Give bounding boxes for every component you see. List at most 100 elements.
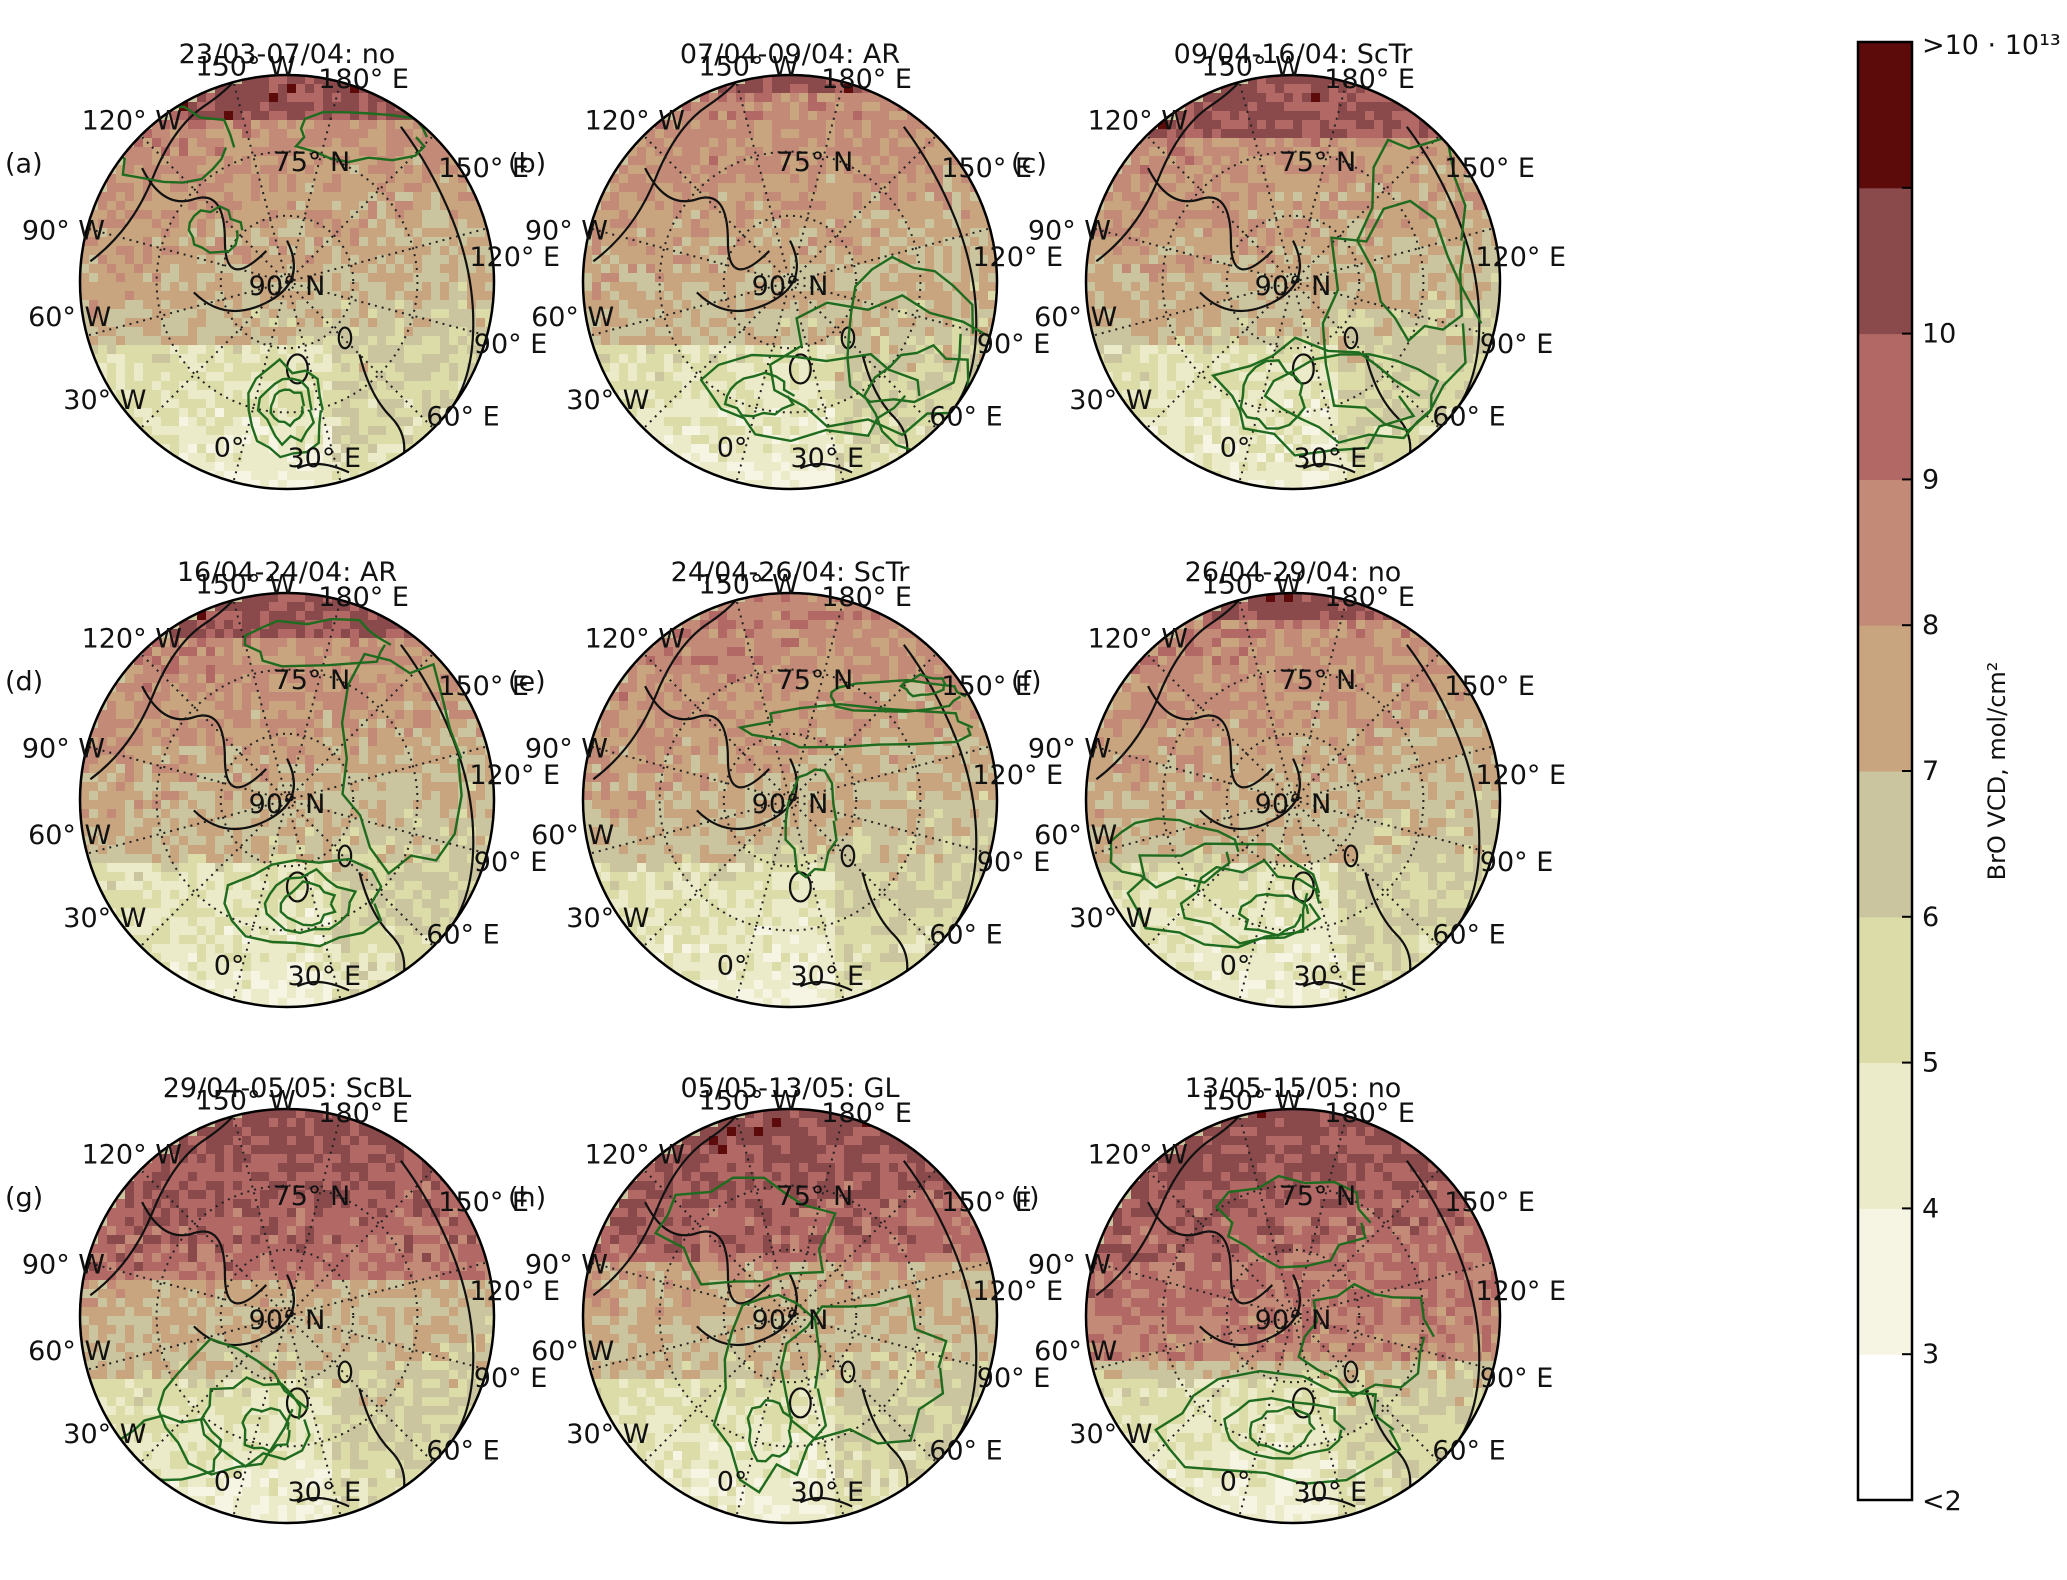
lon-label-120w: 120° W [82,106,182,137]
colorbar-tick-label: 10 [1922,319,1956,350]
pole-label: 90° N [249,1305,326,1336]
lon-label-120w: 120° W [82,624,182,655]
lon-label-0: 0° [214,433,245,464]
lon-label-60w: 60° W [531,302,614,333]
lon-label-30w: 30° W [1069,903,1152,934]
lat-label-75n: 75° N [1280,665,1357,696]
lon-label-120e: 120° E [972,760,1063,791]
lat-label-75n: 75° N [274,665,351,696]
lon-label-0: 0° [717,951,748,982]
lon-label-30w: 30° W [566,385,649,416]
map-panel: 150° W 180° E 120° W 75° N 150° E 90° W 120° E… [508,39,1063,490]
lon-label-90e: 90° E [474,329,548,360]
colorbar-tick-label: 9 [1922,464,1939,495]
panel-title: 09/04-16/04: ScTr [1174,39,1414,70]
lon-label-120e: 120° E [1475,760,1566,791]
lon-label-30e: 30° E [1294,961,1368,992]
lon-label-30e: 30° E [791,443,865,474]
lon-label-120e: 120° E [469,242,560,273]
pole-label: 90° N [752,271,829,302]
panel-letter: (b) [508,148,546,179]
colorbar-tick-label: 6 [1922,902,1939,933]
lon-label-90e: 90° E [1480,847,1554,878]
colorbar-tick-label: 8 [1922,610,1939,641]
lon-label-120w: 120° W [1088,624,1188,655]
lon-label-60e: 60° E [426,1436,500,1467]
lon-label-30w: 30° W [566,1419,649,1450]
lat-label-75n: 75° N [777,147,854,178]
lon-label-90e: 90° E [1480,329,1554,360]
colorbar-axis-label: BrO VCD, mol/cm² [1983,662,2011,881]
lon-label-150e: 150° E [1444,671,1535,702]
lon-label-30w: 30° W [1069,385,1152,416]
lon-label-0: 0° [717,1467,748,1498]
colorbar-bin [1858,334,1912,480]
lon-label-90w: 90° W [1028,1249,1111,1280]
lon-label-90e: 90° E [474,1363,548,1394]
map-panel: 150° W 180° E 120° W 75° N 150° E 90° W 120° E… [5,39,560,490]
panel-letter: (f) [1011,666,1042,697]
lon-label-90e: 90° E [977,847,1051,878]
lon-label-90w: 90° W [525,733,608,764]
panel-letter: (a) [5,148,43,179]
lon-label-60w: 60° W [28,302,111,333]
lon-label-60w: 60° W [28,820,111,851]
pole-label: 90° N [1255,789,1332,820]
colorbar-bin [1858,1354,1912,1500]
lat-label-75n: 75° N [274,147,351,178]
colorbar-tick-label: 3 [1922,1339,1939,1370]
panel-title: 13/05-15/05: no [1185,1073,1402,1104]
lon-label-120w: 120° W [585,1140,685,1171]
panel-letter: (i) [1011,1182,1040,1213]
colorbar-tick-label: <2 [1922,1486,1962,1517]
panel-title: 07/04-09/04: AR [680,39,900,70]
lon-label-60w: 60° W [28,1336,111,1367]
lon-label-30e: 30° E [1294,443,1368,474]
map-panel: 150° W 180° E 120° W 75° N 150° E 90° W 120° E… [1011,557,1566,1008]
colorbar-tick-label: 4 [1922,1193,1939,1224]
pole-label: 90° N [752,1305,829,1336]
panel-letter: (g) [5,1182,43,1213]
panel-letter: (h) [508,1182,546,1213]
lon-label-60w: 60° W [1034,302,1117,333]
lon-label-30e: 30° E [288,1477,362,1508]
lon-label-120e: 120° E [469,1276,560,1307]
lat-label-75n: 75° N [1280,1181,1357,1212]
panel-title: 29/04-05/05: ScBL [163,1073,412,1104]
lon-label-120e: 120° E [972,1276,1063,1307]
lon-label-120w: 120° W [82,1140,182,1171]
lon-label-0: 0° [1220,951,1251,982]
lon-label-120e: 120° E [469,760,560,791]
lon-label-30e: 30° E [791,1477,865,1508]
panel-letter: (e) [508,666,546,697]
lon-label-60w: 60° W [1034,1336,1117,1367]
lon-label-30w: 30° W [63,903,146,934]
lon-label-90w: 90° W [525,215,608,246]
lon-label-0: 0° [717,433,748,464]
lon-label-120e: 120° E [1475,1276,1566,1307]
lon-label-60w: 60° W [1034,820,1117,851]
lon-label-30e: 30° E [1294,1477,1368,1508]
colorbar-tick-label: 5 [1922,1048,1939,1079]
lon-label-30w: 30° W [566,903,649,934]
map-panel: 150° W 180° E 120° W 75° N 150° E 90° W 120° E… [5,557,560,1008]
lat-label-75n: 75° N [777,665,854,696]
map-panels: 150° W 180° E120° W75° N 150° E90° W120° E… [5,39,1566,1524]
lat-label-75n: 75° N [274,1181,351,1212]
lon-label-120w: 120° W [585,624,685,655]
lon-label-30w: 30° W [63,385,146,416]
lon-label-150e: 150° E [1444,153,1535,184]
colorbar-tick-label: 7 [1922,756,1939,787]
lon-label-30e: 30° E [288,443,362,474]
lon-label-120w: 120° W [585,106,685,137]
lon-label-90w: 90° W [1028,215,1111,246]
lon-label-60w: 60° W [531,1336,614,1367]
lon-label-120e: 120° E [972,242,1063,273]
lon-label-120w: 120° W [1088,106,1188,137]
colorbar-bin [1858,42,1912,188]
lon-label-90w: 90° W [525,1249,608,1280]
colorbar-bin [1858,479,1912,625]
lon-label-120e: 120° E [1475,242,1566,273]
panel-letter: (d) [5,666,43,697]
colorbar-bin [1858,1208,1912,1354]
